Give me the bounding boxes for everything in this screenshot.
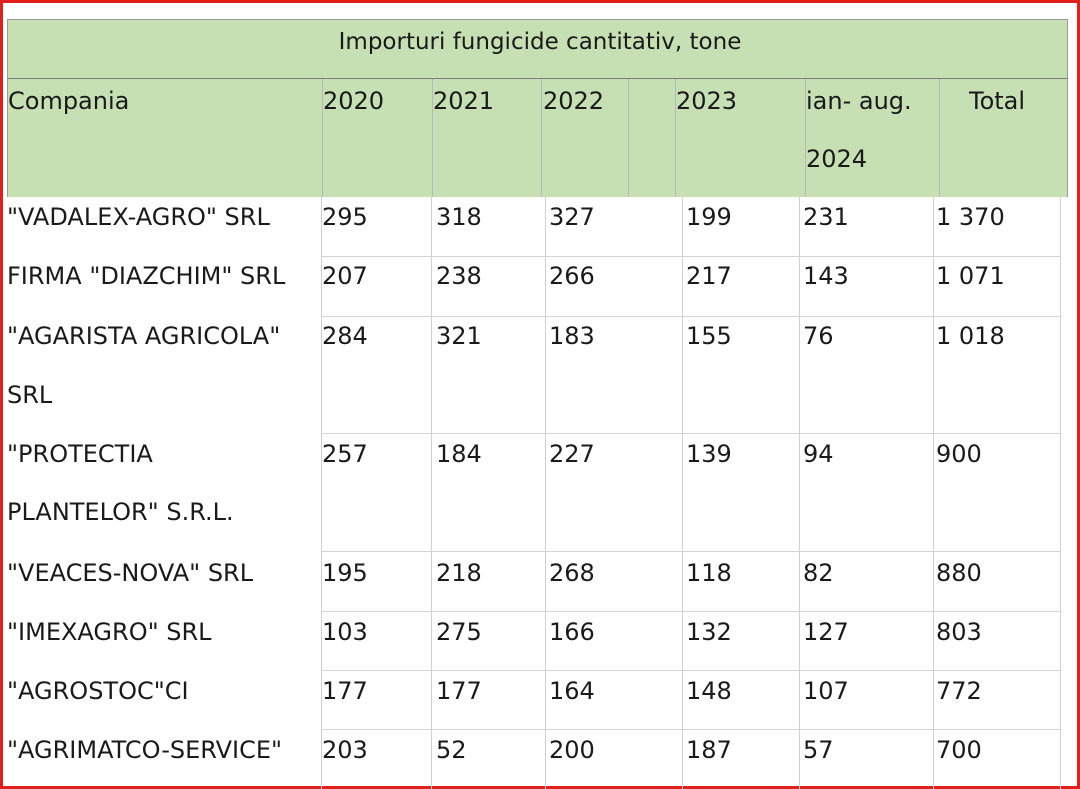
cell-2023: 118 xyxy=(686,559,732,587)
cell-partial-2024: 57 xyxy=(803,736,834,764)
cell-total: 880 xyxy=(936,559,982,587)
column-divider xyxy=(321,197,322,789)
cell-2021: 52 xyxy=(436,736,467,764)
row-divider xyxy=(322,670,1061,671)
cell-2022: 164 xyxy=(549,677,595,705)
cell-2020: 103 xyxy=(322,618,368,646)
cell-2022: 227 xyxy=(549,440,595,468)
row-divider xyxy=(322,256,1061,257)
cell-total: 1 071 xyxy=(936,262,1005,290)
column-header-2021: 2021 xyxy=(433,87,495,115)
cell-2020: 295 xyxy=(322,203,368,231)
cell-total: 772 xyxy=(936,677,982,705)
cell-2022: 183 xyxy=(549,322,595,350)
header-divider xyxy=(675,79,676,197)
column-header-2023: 2023 xyxy=(676,87,738,115)
cell-total: 700 xyxy=(936,736,982,764)
cell-total: 900 xyxy=(936,440,982,468)
cell-2020: 284 xyxy=(322,322,368,350)
header-divider xyxy=(805,79,806,197)
cell-total: 1 018 xyxy=(936,322,1005,350)
row-divider xyxy=(322,433,1061,434)
column-header-partial-line2: 2024 xyxy=(806,145,868,173)
cell-company-line2: PLANTELOR" S.R.L. xyxy=(7,498,234,526)
cell-2023: 217 xyxy=(686,262,732,290)
cell-partial-2024: 231 xyxy=(803,203,849,231)
cell-partial-2024: 143 xyxy=(803,262,849,290)
column-header-partial-line1: ian- aug. xyxy=(806,87,912,115)
column-header-company: Compania xyxy=(8,87,130,115)
cell-company: "IMEXAGRO" SRL xyxy=(7,618,212,646)
cell-2022: 268 xyxy=(549,559,595,587)
cell-2021: 184 xyxy=(436,440,482,468)
cell-2020: 203 xyxy=(322,736,368,764)
cell-2023: 187 xyxy=(686,736,732,764)
cell-2023: 199 xyxy=(686,203,732,231)
cell-2022: 166 xyxy=(549,618,595,646)
column-divider xyxy=(933,197,934,789)
cell-2022: 327 xyxy=(549,203,595,231)
cell-company: FIRMA "DIAZCHIM" SRL xyxy=(7,262,286,290)
cell-partial-2024: 82 xyxy=(803,559,834,587)
column-divider xyxy=(545,197,546,789)
cell-company-line2: SRL xyxy=(7,381,53,409)
cell-partial-2024: 94 xyxy=(803,440,834,468)
table-header-row: Compania 2020 2021 2022 2023 ian- aug. 2… xyxy=(7,79,1068,197)
cell-partial-2024: 76 xyxy=(803,322,834,350)
column-header-2020: 2020 xyxy=(323,87,385,115)
cell-2023: 139 xyxy=(686,440,732,468)
column-divider xyxy=(799,197,800,789)
row-divider xyxy=(322,611,1061,612)
cell-2020: 177 xyxy=(322,677,368,705)
row-divider xyxy=(322,551,1061,552)
header-divider xyxy=(322,79,323,197)
cell-2021: 321 xyxy=(436,322,482,350)
cell-2020: 207 xyxy=(322,262,368,290)
cell-2020: 195 xyxy=(322,559,368,587)
cell-company: "VADALEX-AGRO" SRL xyxy=(7,203,270,231)
cell-company: "VEACES-NOVA" SRL xyxy=(7,559,254,587)
cell-2023: 155 xyxy=(686,322,732,350)
cell-2023: 132 xyxy=(686,618,732,646)
column-header-2022: 2022 xyxy=(543,87,605,115)
cell-company: "AGRIMATCO-SERVICE" xyxy=(7,736,283,764)
header-divider xyxy=(432,79,433,197)
row-divider xyxy=(322,729,1061,730)
cell-company: "PROTECTIA xyxy=(7,440,153,468)
cell-2021: 218 xyxy=(436,559,482,587)
cell-2023: 148 xyxy=(686,677,732,705)
cell-company: "AGARISTA AGRICOLA" xyxy=(7,322,281,350)
header-divider xyxy=(939,79,940,197)
cell-2021: 238 xyxy=(436,262,482,290)
column-divider xyxy=(1060,197,1061,789)
header-divider xyxy=(541,79,542,197)
table-title-band: Importuri fungicide cantitativ, tone xyxy=(7,19,1068,79)
cell-company: "AGROSTOC"CI xyxy=(7,677,189,705)
cell-2021: 177 xyxy=(436,677,482,705)
table-title: Importuri fungicide cantitativ, tone xyxy=(338,29,742,55)
row-divider xyxy=(322,316,1061,317)
cell-total: 803 xyxy=(936,618,982,646)
cell-partial-2024: 107 xyxy=(803,677,849,705)
cell-partial-2024: 127 xyxy=(803,618,849,646)
column-divider xyxy=(431,197,432,789)
header-divider xyxy=(628,79,629,197)
cell-2021: 275 xyxy=(436,618,482,646)
cell-2021: 318 xyxy=(436,203,482,231)
column-header-total: Total xyxy=(969,87,1026,115)
cell-2020: 257 xyxy=(322,440,368,468)
column-divider xyxy=(682,197,683,789)
cell-2022: 200 xyxy=(549,736,595,764)
cell-2022: 266 xyxy=(549,262,595,290)
cell-total: 1 370 xyxy=(936,203,1005,231)
